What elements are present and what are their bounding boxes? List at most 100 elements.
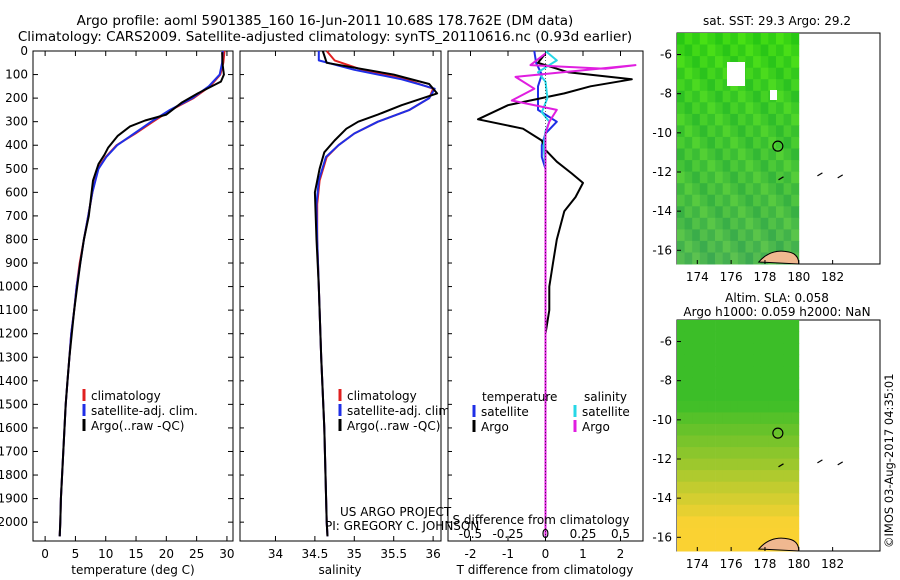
sla-map-cell [715,389,724,402]
sst-map-cell [692,90,701,103]
sla-map-xtick-label: 174 [686,557,709,571]
sla-map-cell [737,447,746,460]
salinity-legend-label: Argo(..raw -QC) [347,419,440,433]
sla-map-cell [760,527,769,540]
sla-map-cell [783,400,792,413]
sla-map-cell [783,389,792,402]
sst-map-cell [753,183,762,196]
sst-map-missing-data [770,90,777,100]
sst-map-cell [783,33,792,45]
sla-map-cell [760,400,769,413]
sst-map-cell [768,171,777,184]
sla-map-cell [768,331,777,344]
sst-map-cell [776,183,784,196]
sst-map-cell [730,229,739,242]
sst-map-cell [730,136,739,149]
sst-map-cell [707,252,716,265]
sla-map-cell [791,423,800,436]
sst-map-cell [753,217,762,230]
temperature-panel-xtick-label: 30 [219,547,234,561]
sst-map-cell [692,217,701,230]
sla-map-cell [715,423,724,436]
sla-map-cell [677,320,685,332]
sla-map-cell [737,354,746,367]
sla-map-cell [707,470,716,483]
sla-map-cell [760,504,769,517]
sst-map-cell [684,160,693,173]
difference-legend-label-salinity: Argo [582,420,610,434]
sst-map-cell [791,102,800,115]
sst-map-cell [776,125,784,138]
sst-map-cell [722,125,731,138]
sla-map-cell [715,470,724,483]
sst-map-cell [776,148,784,161]
sla-map-cell [791,366,800,379]
sla-map-cell [715,400,724,413]
sla-map-island-mark [837,461,844,466]
sst-map-cell [760,148,769,161]
sst-map-cell [737,206,746,219]
sla-map-cell [692,389,701,402]
sst-map-cell [715,217,724,230]
sla-map-cell [783,470,792,483]
sla-map-cell [692,539,701,552]
sst-map-cell [684,229,693,242]
sla-map-cell [745,320,754,332]
sst-map-cell [677,160,685,173]
sla-map-cell [791,354,800,367]
sst-map-cell [745,148,754,161]
sla-map-cell [776,516,784,529]
sla-map-cell [707,320,716,332]
sst-map-cell [791,136,800,149]
sst-map-title: sat. SST: 29.3 Argo: 29.2 [703,14,851,28]
sst-map-cell [684,90,693,103]
sst-map-cell [684,252,693,265]
sst-map-cell [715,67,724,80]
sla-map-cell [707,504,716,517]
temperature-panel-xtick-label: 25 [189,547,204,561]
sla-map-cell [783,331,792,344]
sst-map-cell [783,148,792,161]
sst-map-cell [760,33,769,45]
sst-map-cell [707,183,716,196]
sst-map-cell [730,148,739,161]
sst-map-cell [791,79,800,92]
sst-map-cell [753,240,762,253]
sla-map-cell [776,435,784,448]
sla-map-cell [684,389,693,402]
temperature-legend-label: climatology [91,389,161,403]
sla-map-cell [753,516,762,529]
sla-map-cell [753,377,762,390]
sla-map-cell [737,481,746,494]
difference-legend-label-salinity: satellite [582,405,630,419]
sla-map-cell [760,435,769,448]
sst-map-cell [745,171,754,184]
sla-map-cell [791,377,800,390]
sst-map-cell [707,136,716,149]
sst-map-cell [722,113,731,126]
sla-map-cell [783,366,792,379]
difference-panel-xtick-label: -1 [502,547,514,561]
sla-map-cell [753,539,762,552]
sst-map-cell [768,67,777,80]
sla-map-cell [783,435,792,448]
sst-map-cell [768,136,777,149]
sst-map-cell [715,113,724,126]
sla-map-cell [677,377,685,390]
sla-map-cell [783,343,792,356]
sla-map-cell [768,343,777,356]
sst-map-cell [677,194,685,207]
sla-map-cell [753,354,762,367]
sla-map-cell [753,435,762,448]
sst-map-cell [707,217,716,230]
sla-map-cell [753,527,762,540]
sla-map-cell [791,504,800,517]
sst-map-xtick-label: 176 [720,270,743,284]
sla-map-cell [737,400,746,413]
sst-map-cell [730,113,739,126]
sst-map-cell [699,90,708,103]
salinity-axis-label: salinity [318,563,361,577]
sla-map-cell [760,354,769,367]
sst-map-cell [677,183,685,196]
salinity-panel-xtick-label: 34 [268,547,283,561]
